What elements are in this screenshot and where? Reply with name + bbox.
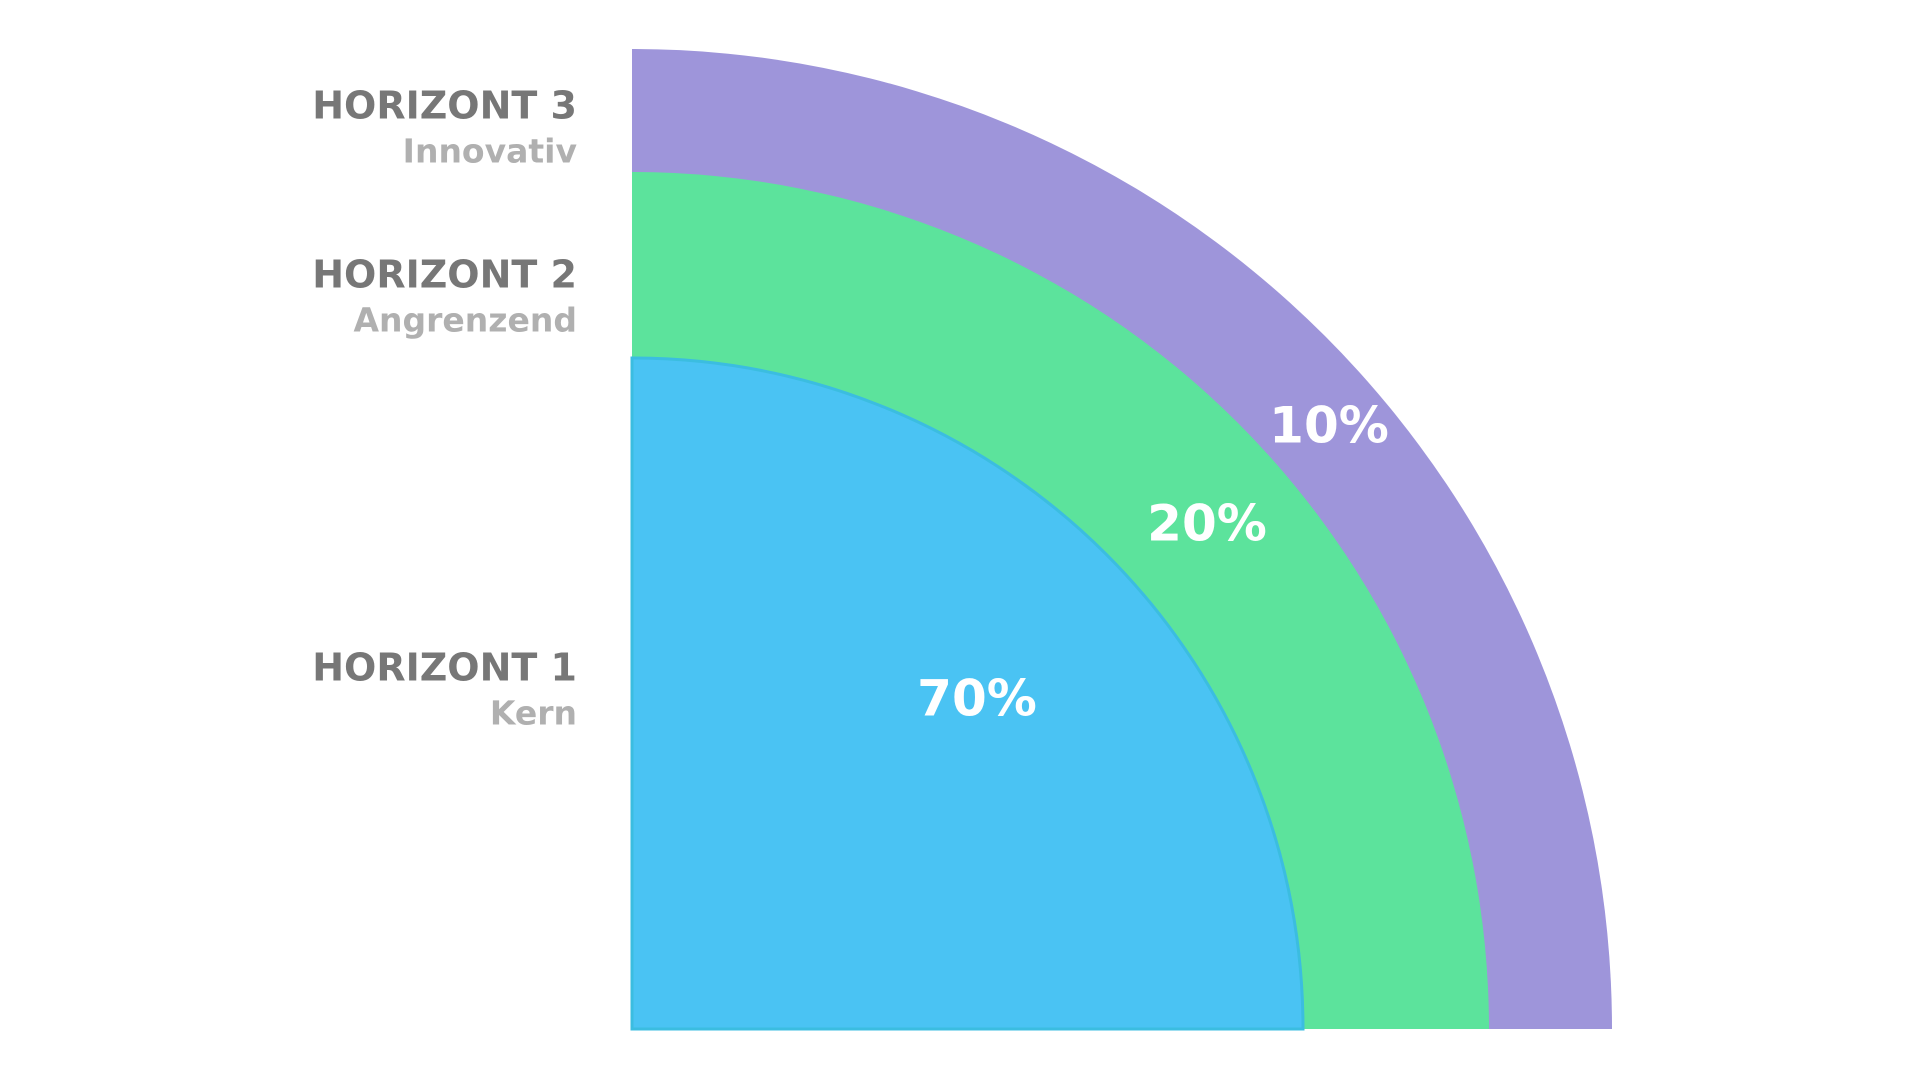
horizon-subtitle: Innovativ [403, 132, 578, 171]
horizon-share: 70% [917, 670, 1037, 728]
horizon-title: HORIZONT 2 [312, 253, 577, 297]
horizon-title: HORIZONT 1 [312, 646, 577, 690]
horizon-subtitle: Kern [490, 694, 577, 733]
horizon-share: 10% [1269, 397, 1389, 455]
horizon-subtitle: Angrenzend [353, 301, 577, 340]
horizon-share: 20% [1147, 495, 1267, 553]
ring-horizon-1 [630, 356, 1305, 1031]
horizon-title: HORIZONT 3 [312, 84, 577, 128]
